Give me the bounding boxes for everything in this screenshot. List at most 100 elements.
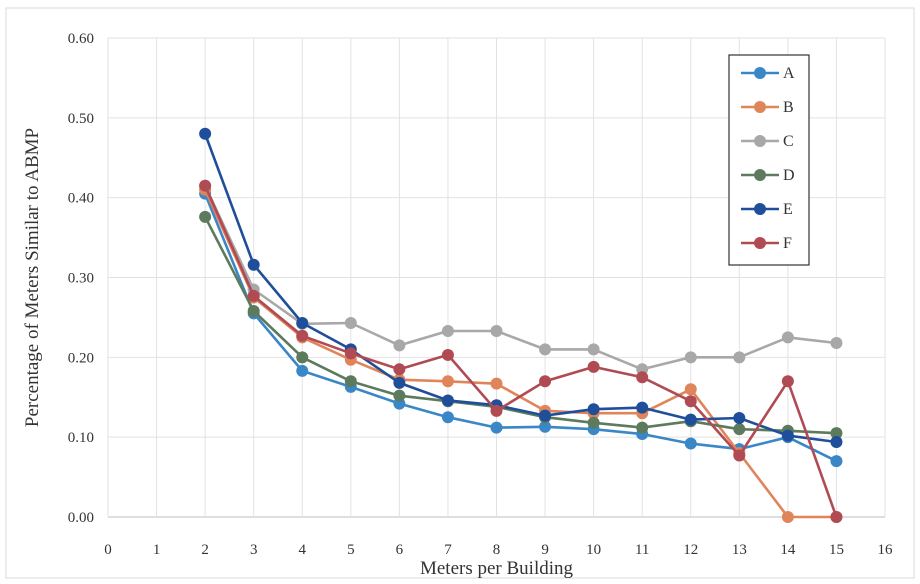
data-point-F <box>781 375 794 388</box>
legend-label: B <box>783 99 794 116</box>
data-point-B <box>781 511 794 523</box>
y-tick-label: 0.30 <box>68 271 94 287</box>
data-point-C <box>781 331 794 344</box>
series-line-C <box>203 185 837 371</box>
x-tick-label: 13 <box>732 542 747 558</box>
series-line-D <box>203 216 837 435</box>
axes: 0.000.100.200.300.400.500.600 1 2 3 4 5 6 7 8 9 10… <box>68 31 893 558</box>
series-F <box>199 179 843 523</box>
data-point-F <box>539 375 552 388</box>
legend-item-F: F <box>741 235 792 252</box>
y-tick-label: 0.10 <box>68 430 94 446</box>
data-point-E <box>393 376 406 389</box>
legend-swatch-marker <box>754 237 766 249</box>
legend-label: C <box>783 133 794 150</box>
data-point-E <box>247 258 260 271</box>
data-point-F <box>490 404 503 417</box>
y-tick-label: 0.60 <box>68 31 94 47</box>
data-point-C <box>490 324 503 337</box>
data-point-C <box>684 351 697 364</box>
legend-label: D <box>783 167 795 184</box>
series-line-F <box>203 185 838 518</box>
data-point-D <box>296 351 309 364</box>
y-tick-label: 0.00 <box>68 510 94 526</box>
data-point-D <box>733 423 746 436</box>
data-point-A <box>830 455 843 468</box>
series-line-E <box>203 133 837 444</box>
data-point-D <box>636 421 649 434</box>
data-point-C <box>539 343 552 356</box>
data-point-E <box>539 409 552 422</box>
x-tick-label: 9 <box>541 542 549 558</box>
x-axis-title: Meters per Building <box>420 558 574 579</box>
x-tick-label: 6 <box>396 542 404 558</box>
data-point-F <box>830 511 843 523</box>
legend-swatch-marker <box>754 203 766 215</box>
data-point-C <box>830 336 843 349</box>
data-point-F <box>441 348 454 361</box>
data-point-F <box>636 371 649 384</box>
y-tick-label: 0.50 <box>68 111 94 127</box>
data-point-C <box>733 351 746 364</box>
x-tick-label: 3 <box>250 542 258 558</box>
data-point-A <box>441 411 454 424</box>
data-point-E <box>684 413 697 426</box>
data-point-A <box>490 421 503 434</box>
x-tick-label: 5 <box>347 542 355 558</box>
data-point-D <box>393 389 406 402</box>
legend-item-D: D <box>741 167 795 184</box>
legend-label: A <box>783 65 795 82</box>
y-axis-title: Percentage of Meters Similar to ABMP <box>22 128 43 427</box>
x-tick-label: 2 <box>201 542 209 558</box>
legend-item-B: B <box>741 99 794 116</box>
data-point-E <box>587 403 600 416</box>
data-point-F <box>684 395 697 408</box>
data-point-C <box>344 317 357 330</box>
x-tick-label: 12 <box>683 542 698 558</box>
legend-swatch-marker <box>754 101 766 113</box>
data-point-C <box>587 343 600 356</box>
x-tick-label: 0 <box>104 542 112 558</box>
x-tick-label: 1 <box>153 542 161 558</box>
data-point-E <box>441 394 454 407</box>
series-lines <box>199 127 843 523</box>
x-tick-label: 11 <box>635 542 649 558</box>
legend-swatch-marker <box>754 169 766 181</box>
data-point-E <box>199 127 212 140</box>
x-tick-label: 16 <box>878 542 894 558</box>
legend-label: F <box>783 235 792 252</box>
x-tick-label: 14 <box>780 542 796 558</box>
data-point-C <box>441 324 454 337</box>
x-tick-label: 15 <box>829 542 844 558</box>
x-tick-label: 7 <box>444 542 452 558</box>
data-point-F <box>247 289 260 302</box>
data-point-B <box>684 383 697 396</box>
data-point-F <box>587 360 600 373</box>
data-point-A <box>684 437 697 450</box>
data-point-F <box>393 363 406 376</box>
legend-item-A: A <box>741 65 795 82</box>
y-tick-label: 0.20 <box>68 350 94 366</box>
legend-swatch-marker <box>754 135 766 147</box>
data-point-E <box>733 412 746 425</box>
legend-label: E <box>783 201 793 218</box>
data-point-E <box>636 401 649 414</box>
data-point-D <box>830 427 843 440</box>
data-point-F <box>199 179 212 192</box>
data-point-E <box>781 429 794 442</box>
data-point-F <box>296 329 309 342</box>
data-point-A <box>539 420 552 433</box>
data-point-E <box>296 317 309 330</box>
data-point-E <box>830 435 843 448</box>
data-point-D <box>199 210 212 223</box>
data-point-D <box>344 375 357 388</box>
legend-swatch-marker <box>754 67 766 79</box>
data-point-A <box>296 364 309 377</box>
data-point-B <box>490 377 503 390</box>
series-E <box>199 127 843 448</box>
data-point-D <box>587 416 600 429</box>
y-tick-label: 0.40 <box>68 191 94 207</box>
